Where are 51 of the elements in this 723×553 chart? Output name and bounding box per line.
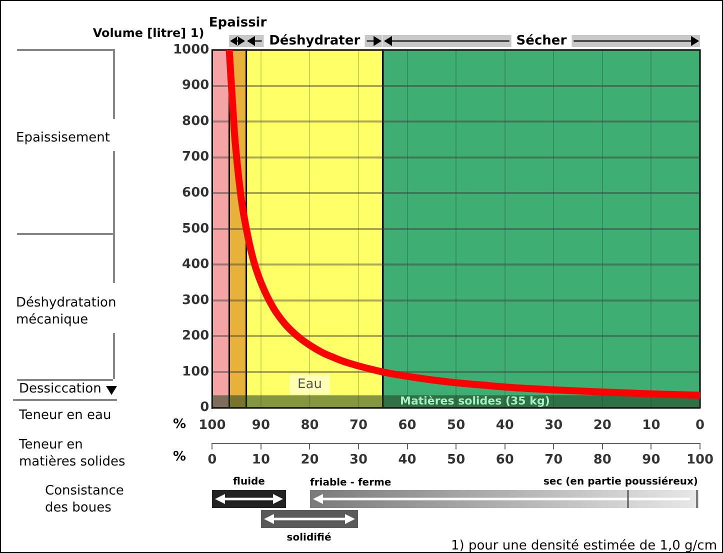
band-label: Matières solides (35 kg) xyxy=(400,394,550,408)
x-tick-label: 60 xyxy=(398,418,416,433)
x-tick-label: 50 xyxy=(447,418,466,433)
x2-tick-label: 90 xyxy=(642,452,660,468)
y-tick-label: 400 xyxy=(182,257,210,272)
x-tick-label: 0 xyxy=(695,418,705,433)
band-label: Sécher xyxy=(516,33,568,48)
x2-tick-label: 50 xyxy=(447,452,466,468)
text: % xyxy=(173,449,186,464)
text: solidifié xyxy=(286,532,332,544)
x2-tick-label: 20 xyxy=(300,452,319,468)
x-tick-label: 70 xyxy=(349,418,368,433)
annotation: Eau xyxy=(298,376,322,392)
x2-axis-title: Teneur en matières solides xyxy=(18,437,126,470)
text: Dessiccation xyxy=(19,381,102,396)
x2-tick-label: 80 xyxy=(593,452,612,468)
y-tick-label: 0 xyxy=(200,400,210,416)
text: friable - ferme xyxy=(310,478,392,489)
x2-tick-label: 70 xyxy=(544,452,563,468)
text: Epaissisement xyxy=(16,130,110,146)
x-tick-label: 20 xyxy=(593,418,612,433)
x2-tick-label: 30 xyxy=(349,452,368,468)
x-tick-label: 90 xyxy=(252,418,270,433)
x-tick-label: 10 xyxy=(642,418,660,433)
x-tick-label: 40 xyxy=(496,418,514,433)
x-axis-title: Teneur en eau xyxy=(18,408,112,424)
text: Déshydratation mécanique xyxy=(16,295,116,328)
y-tick-label: 600 xyxy=(182,185,210,200)
text: 1) pour une densité estimée de 1,0 g/cm xyxy=(450,538,717,553)
x2-tick-label: 10 xyxy=(252,452,270,468)
x2-tick-label: 60 xyxy=(496,452,514,468)
text: fluide xyxy=(233,476,266,488)
x-tick-label: 30 xyxy=(544,418,563,433)
y-tick-label: 700 xyxy=(182,150,210,165)
y-tick-label: 100 xyxy=(182,364,210,380)
x-tick-label: 100 xyxy=(198,418,226,433)
y-axis-title: Volume [litre] 1) xyxy=(92,26,204,40)
y-tick-label: 200 xyxy=(182,328,210,344)
x-tick-label: 80 xyxy=(300,418,319,433)
y-tick-label: 500 xyxy=(182,221,210,236)
text: sec (en partie poussiéreux) xyxy=(543,476,698,488)
x2-tick-label: 40 xyxy=(398,452,416,468)
y-tick-label: 1000 xyxy=(172,42,210,58)
text: Consistance des boues xyxy=(45,483,124,516)
text: % xyxy=(173,417,186,432)
x2-tick-label: 100 xyxy=(686,452,714,468)
y-tick-label: 300 xyxy=(182,292,210,308)
y-tick-label: 800 xyxy=(182,114,210,129)
band-label: Epaissir xyxy=(208,15,268,30)
band-label: Déshydrater xyxy=(269,33,361,48)
y-tick-label: 900 xyxy=(182,78,210,94)
